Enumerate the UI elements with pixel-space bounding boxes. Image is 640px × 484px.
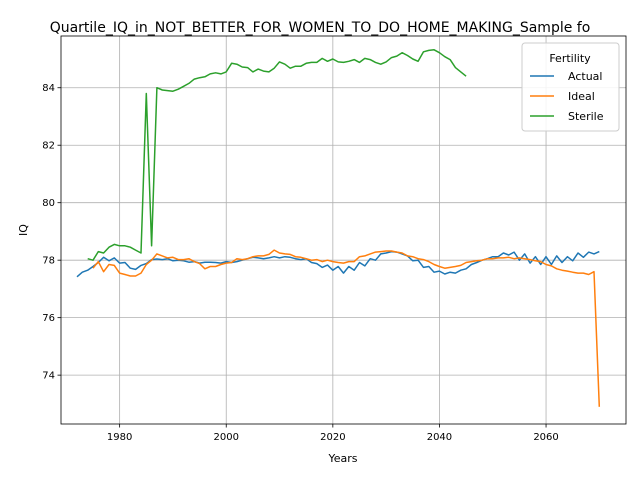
y-tick-label: 78 (42, 256, 55, 267)
chart-title: Quartile_IQ_in_NOT_BETTER_FOR_WOMEN_TO_D… (50, 20, 591, 36)
series-line-ideal (92, 249, 601, 407)
x-tick-label: 2060 (533, 432, 558, 443)
series-line-sterile (87, 49, 467, 261)
x-tick-label: 1980 (107, 432, 132, 443)
y-axis-ticks: 74 76 78 80 82 84 (42, 83, 61, 382)
x-axis-label: Years (327, 452, 357, 465)
series-line-actual (76, 250, 600, 278)
series-lines (76, 49, 601, 407)
x-tick-label: 2040 (427, 432, 452, 443)
y-tick-label: 84 (42, 83, 55, 94)
x-tick-label: 2020 (320, 432, 345, 443)
y-tick-label: 76 (42, 313, 55, 324)
x-tick-label: 2000 (214, 432, 239, 443)
legend-label-actual: Actual (568, 70, 602, 83)
plot-frame (60, 35, 627, 425)
legend-label-ideal: Ideal (568, 90, 595, 103)
legend: Fertility Actual Ideal Sterile (521, 42, 620, 132)
x-axis-ticks: 1980 2000 2020 2040 2060 (107, 424, 559, 443)
y-tick-label: 80 (42, 198, 55, 209)
y-tick-label: 82 (42, 141, 55, 152)
y-axis-label: IQ (17, 224, 30, 236)
legend-box (521, 42, 620, 132)
legend-entries: Actual Ideal Sterile (530, 70, 604, 123)
y-tick-label: 74 (42, 371, 55, 382)
legend-title: Fertility (549, 52, 591, 65)
legend-label-sterile: Sterile (568, 110, 604, 123)
